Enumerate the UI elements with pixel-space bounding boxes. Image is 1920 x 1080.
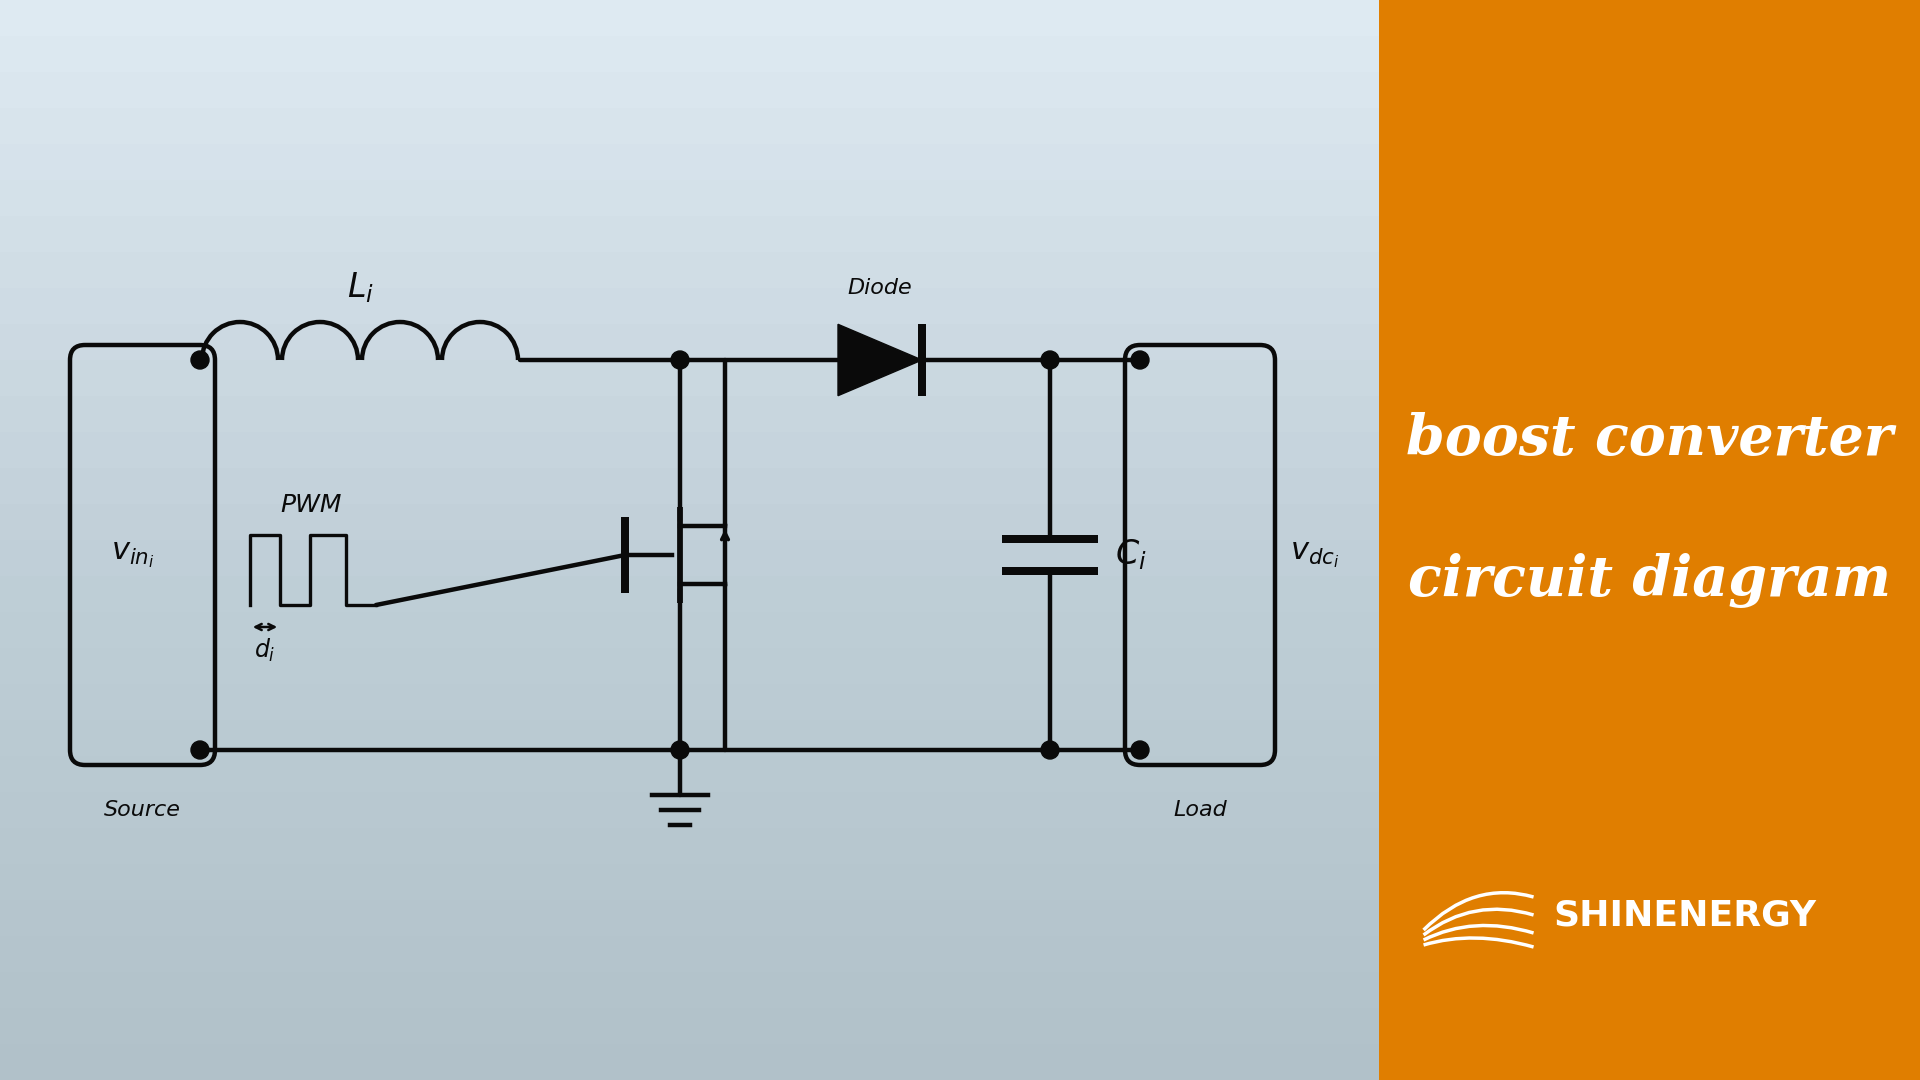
Bar: [0, 216, 1379, 252]
Text: $d_i$: $d_i$: [253, 637, 276, 664]
Circle shape: [1041, 351, 1060, 369]
Text: Load: Load: [1173, 800, 1227, 820]
Text: Diode: Diode: [847, 278, 912, 298]
Text: $C_i$: $C_i$: [1116, 538, 1146, 572]
Text: Source: Source: [104, 800, 180, 820]
Bar: [0, 792, 1379, 828]
Bar: [0, 288, 1379, 324]
Bar: [0, 252, 1379, 288]
Text: circuit diagram: circuit diagram: [1407, 553, 1891, 607]
Bar: [1379, 0, 1920, 1080]
Text: SHINENERGY: SHINENERGY: [1553, 897, 1816, 932]
Bar: [0, 828, 1379, 864]
Bar: [0, 180, 1379, 216]
Bar: [0, 900, 1379, 936]
Text: boost converter: boost converter: [1405, 413, 1893, 468]
Circle shape: [670, 351, 689, 369]
Circle shape: [1131, 351, 1148, 369]
Circle shape: [190, 741, 209, 759]
Bar: [0, 72, 1379, 108]
Circle shape: [670, 741, 689, 759]
Bar: [0, 432, 1379, 468]
Bar: [0, 576, 1379, 612]
Bar: [0, 324, 1379, 360]
Bar: [0, 144, 1379, 180]
Text: $L_i$: $L_i$: [346, 270, 374, 305]
Bar: [0, 684, 1379, 720]
Circle shape: [1131, 741, 1148, 759]
Circle shape: [190, 351, 209, 369]
Text: $v_{dc_i}$: $v_{dc_i}$: [1290, 540, 1340, 570]
Bar: [0, 864, 1379, 900]
Bar: [0, 0, 1379, 36]
Bar: [0, 756, 1379, 792]
Bar: [0, 468, 1379, 504]
Bar: [0, 360, 1379, 396]
Bar: [0, 396, 1379, 432]
Text: $v_{in_i}$: $v_{in_i}$: [111, 540, 154, 570]
Bar: [0, 1008, 1379, 1044]
Text: PWM: PWM: [280, 492, 342, 517]
Bar: [0, 504, 1379, 540]
Circle shape: [1041, 741, 1060, 759]
Bar: [0, 972, 1379, 1008]
Bar: [0, 36, 1379, 72]
Bar: [0, 720, 1379, 756]
Bar: [0, 108, 1379, 144]
Bar: [0, 936, 1379, 972]
Polygon shape: [837, 324, 922, 395]
Bar: [0, 648, 1379, 684]
Bar: [0, 1044, 1379, 1080]
Bar: [0, 612, 1379, 648]
Bar: [0, 540, 1379, 576]
